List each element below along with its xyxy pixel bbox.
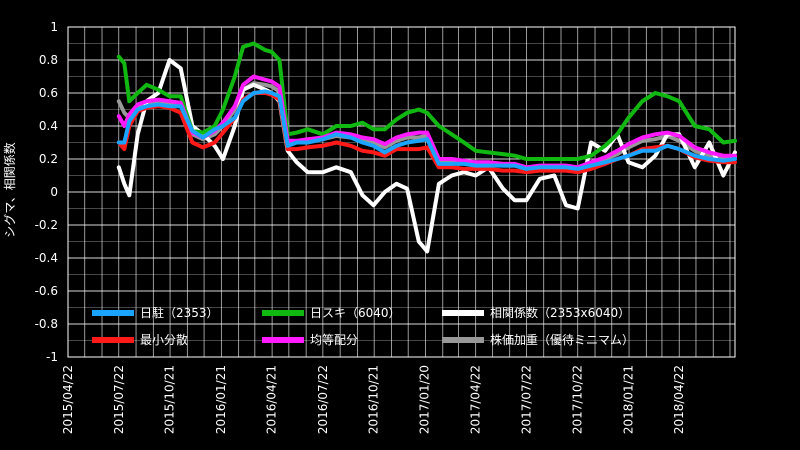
y-tick-label: 0.4 — [39, 119, 58, 133]
legend: 日駐（2353） 日スキ（6040） 相関係数（2353x6040） 最小分散 均等配分… — [92, 305, 634, 347]
x-tick-labels: 2015/04/22 2015/07/22 2015/10/21 2016/01/21… — [61, 365, 686, 434]
legend-label: 最小分散 — [140, 332, 188, 347]
x-tick-label: 2017/04/22 — [469, 365, 483, 434]
y-tick-label: -0.6 — [35, 284, 58, 298]
x-tick-label: 2015/10/21 — [163, 365, 177, 434]
legend-label: 相関係数（2353x6040） — [490, 305, 630, 320]
x-tick-label: 2016/04/21 — [265, 365, 279, 434]
y-tick-label: -0.4 — [35, 251, 58, 265]
series-line-1 — [116, 41, 737, 161]
y-tick-label: 0 — [50, 185, 58, 199]
y-tick-label: 0.6 — [39, 86, 58, 100]
x-tick-label: 2015/04/22 — [61, 365, 75, 434]
x-tick-label: 2015/07/22 — [112, 365, 126, 434]
series-group — [116, 41, 737, 254]
x-tick-label: 2016/01/21 — [214, 365, 228, 434]
legend-label: 日スキ（6040） — [310, 306, 401, 320]
y-tick-label: -0.2 — [35, 218, 58, 232]
y-tick-label: 0.8 — [39, 53, 58, 67]
y-axis-label: シグマ、相関係数 — [2, 142, 17, 237]
y-tick-label: -1 — [46, 350, 58, 364]
y-tick-label: 1 — [50, 20, 58, 34]
x-tick-label: 2016/10/21 — [367, 365, 381, 434]
y-tick-label: 0.2 — [39, 152, 58, 166]
legend-label: 日駐（2353） — [140, 305, 219, 320]
grid — [67, 26, 736, 358]
plot-frame — [67, 26, 736, 358]
legend-label: 株価加重（優待ミニマム） — [490, 332, 634, 347]
x-tick-label: 2017/01/20 — [417, 365, 431, 434]
y-tick-labels: 1 0.8 0.6 0.4 0.2 0 -0.2 -0.4 -0.6 -0.8 -1 — [35, 20, 58, 364]
legend-label: 均等配分 — [310, 333, 358, 347]
y-tick-label: -0.8 — [35, 317, 58, 331]
x-tick-label: 2018/01/21 — [621, 365, 635, 434]
x-tick-label: 2017/07/22 — [519, 365, 533, 434]
x-tick-label: 2016/07/22 — [316, 365, 330, 434]
x-tick-label: 2018/04/22 — [672, 365, 686, 434]
series-line-0 — [116, 89, 737, 171]
x-tick-label: 2017/10/22 — [571, 365, 585, 434]
